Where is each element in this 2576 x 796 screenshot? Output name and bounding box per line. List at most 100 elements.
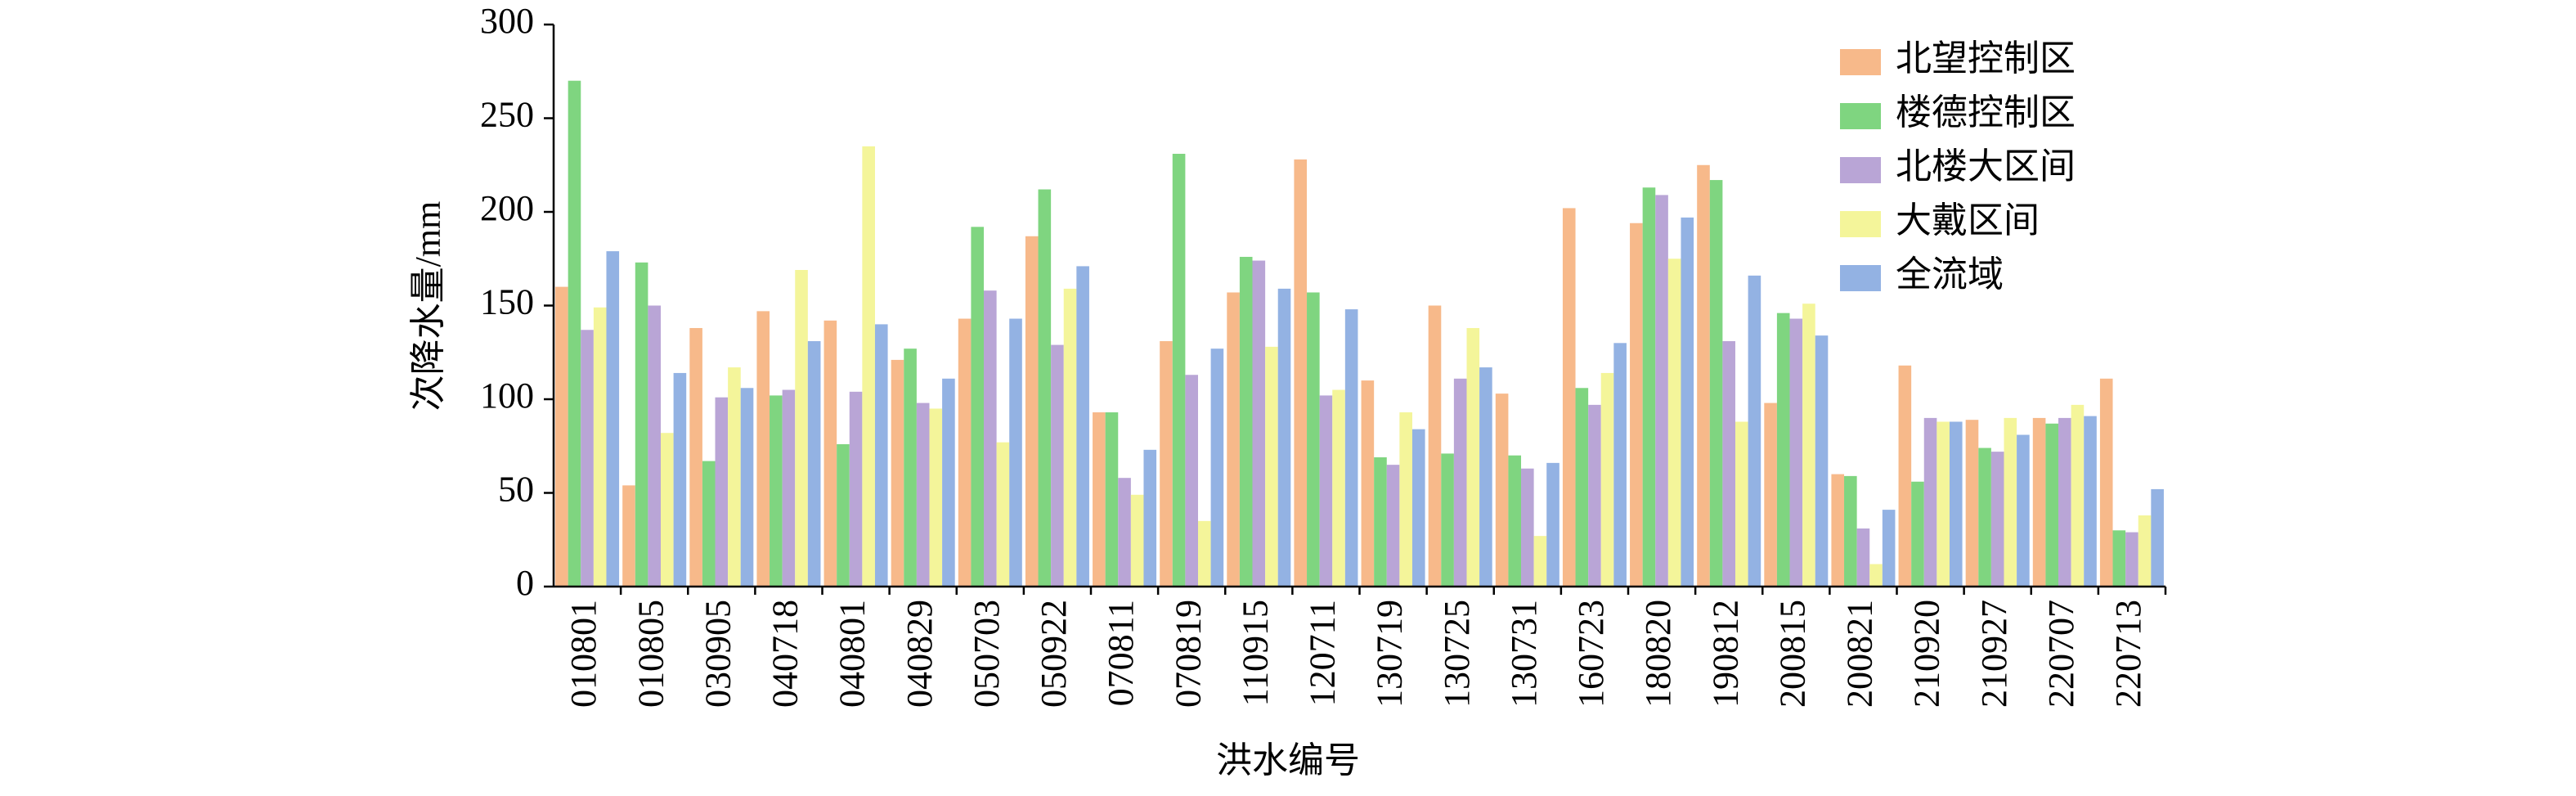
bar — [1869, 564, 1883, 587]
bar — [795, 269, 808, 587]
y-tick-label: 100 — [480, 376, 534, 416]
bar — [1776, 313, 1790, 587]
bar — [916, 402, 930, 587]
bar — [1038, 189, 1052, 587]
bar — [1411, 429, 1425, 587]
bar — [1063, 288, 1077, 587]
x-tick-label: 040801 — [832, 600, 873, 708]
bar — [929, 408, 943, 587]
bar — [660, 433, 674, 587]
bar — [728, 367, 741, 587]
bar — [1508, 455, 1522, 587]
y-tick-label: 200 — [480, 188, 534, 228]
bar — [673, 372, 687, 587]
legend-label: 大戴区间 — [1896, 200, 2040, 241]
bar — [837, 443, 850, 587]
bar — [1265, 346, 1278, 587]
bar — [1227, 292, 1240, 587]
bar — [891, 359, 904, 587]
bar — [971, 227, 985, 587]
bar — [1898, 365, 1912, 587]
bar — [1831, 474, 1845, 587]
bar — [1361, 380, 1375, 587]
bar — [1307, 292, 1320, 587]
x-tick-label: 220707 — [2041, 600, 2081, 708]
bar — [942, 378, 955, 587]
bar — [1802, 304, 1815, 587]
x-tick-label: 070811 — [1101, 600, 1141, 706]
y-tick-label: 150 — [480, 282, 534, 322]
x-tick-label: 130725 — [1437, 600, 1477, 708]
x-tick-label: 200815 — [1772, 600, 1812, 708]
legend-swatch — [1840, 157, 1881, 183]
bar — [1118, 478, 1131, 587]
x-tick-label: 010805 — [631, 600, 671, 708]
bar — [555, 286, 568, 587]
bar — [1441, 453, 1454, 587]
bar — [2138, 515, 2152, 587]
legend-swatch — [1840, 49, 1881, 75]
bar — [1990, 452, 2004, 587]
bar — [2151, 488, 2164, 587]
legend-label: 楼德控制区 — [1896, 92, 2076, 133]
bar — [1562, 208, 1576, 587]
bar — [689, 327, 702, 587]
bar — [996, 442, 1010, 587]
x-tick-label: 200821 — [1840, 600, 1880, 708]
bar — [1093, 412, 1106, 587]
bar — [2112, 530, 2126, 587]
x-tick-label: 130719 — [1370, 600, 1410, 708]
x-tick-label: 210920 — [1907, 600, 1947, 708]
bar — [1965, 420, 1979, 587]
bar — [1332, 389, 1345, 587]
bar — [1076, 266, 1089, 587]
bar — [635, 262, 648, 587]
bar — [593, 307, 607, 587]
bar — [2058, 417, 2071, 587]
bar — [1856, 528, 1870, 587]
bar — [1197, 520, 1211, 587]
bar — [1051, 344, 1064, 587]
bar — [1949, 421, 1963, 587]
bar — [1428, 305, 1442, 587]
bar — [606, 251, 620, 587]
bar — [824, 320, 837, 587]
bar — [1533, 536, 1547, 587]
legend-label: 全流域 — [1896, 254, 2004, 295]
bar — [1681, 217, 1694, 587]
legend-label: 北楼大区间 — [1896, 146, 2076, 187]
bar — [756, 311, 770, 587]
y-tick-label: 300 — [480, 1, 534, 41]
bar — [648, 305, 661, 587]
bar — [1667, 259, 1681, 587]
bar — [2125, 532, 2138, 587]
bar — [2032, 417, 2046, 587]
x-tick-label: 040829 — [900, 600, 940, 708]
bar — [1277, 288, 1291, 587]
bar — [1722, 341, 1735, 587]
bar — [1025, 236, 1039, 587]
bar — [1143, 449, 1157, 587]
bar — [958, 318, 972, 587]
x-tick-label: 110915 — [1235, 600, 1275, 706]
bar — [782, 389, 796, 587]
bar — [1815, 335, 1829, 587]
bar — [1160, 341, 1173, 587]
bar — [1374, 456, 1387, 587]
x-tick-label: 180820 — [1638, 600, 1678, 708]
x-tick-label: 120711 — [1303, 600, 1343, 706]
x-tick-label: 010801 — [563, 600, 604, 708]
bar — [2071, 404, 2085, 587]
bar — [1911, 481, 1924, 587]
bar — [2004, 417, 2017, 587]
bar — [2099, 378, 2113, 587]
bar — [1630, 223, 1643, 587]
bar — [1172, 154, 1186, 587]
bar — [1479, 367, 1492, 587]
x-tick-label: 040718 — [765, 600, 806, 708]
bar — [849, 391, 863, 587]
x-tick-label: 190812 — [1705, 600, 1745, 708]
bar — [1642, 187, 1656, 587]
